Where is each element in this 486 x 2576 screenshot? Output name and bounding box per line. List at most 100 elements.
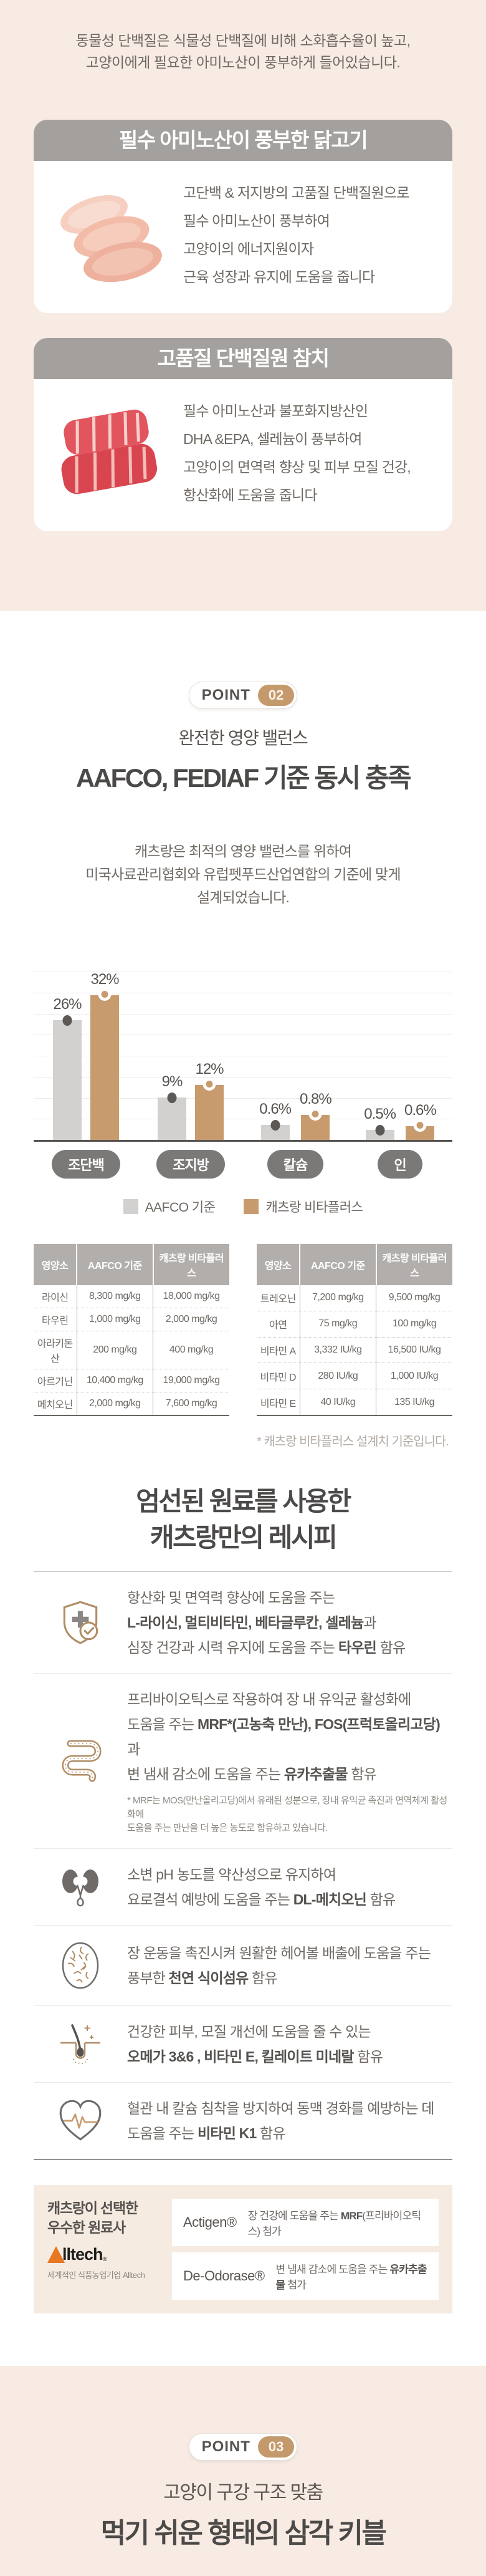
point03-badge-number: 03	[257, 2436, 295, 2458]
table-header-cell: 캐츠랑 비타플러스	[153, 1244, 229, 1285]
point02-subtitle: 완전한 영양 밸런스	[178, 728, 308, 748]
bar-value-label: 9%	[161, 1073, 183, 1090]
table-row: 영양소 AAFCO 기준 캐츠랑 비타플러스	[257, 1244, 452, 1285]
chart-bar-column: 26%	[53, 996, 82, 1140]
text: 장 운동을 촉진시켜 원활한 헤어볼 배출에 도움을 주는	[127, 1945, 431, 1961]
chart-category-row: 조단백 조지방 칼슘 인	[34, 1150, 452, 1179]
chart-category-pill: 조단백	[52, 1150, 120, 1179]
table-cell: 아르기닌	[34, 1369, 77, 1392]
table-cell: 비타민 D	[257, 1363, 300, 1390]
supplier-brand-name: Actigen®	[183, 2214, 237, 2230]
tuna-slices-image	[46, 397, 177, 509]
text: 심장 건강과 시력 유지에 도움을 주는	[127, 1639, 338, 1656]
text: 함유	[347, 1766, 377, 1782]
table-header-cell: 영양소	[34, 1244, 78, 1285]
text: 함유	[366, 1891, 396, 1908]
chart-bar-column: 32%	[90, 971, 120, 1140]
supplier-box: 캐츠랑이 선택한 우수한 원료사 lltech ® 세계적인 식품농업기업 Allt…	[34, 2185, 452, 2313]
card-tuna-title: 고품질 단백질원 참치	[34, 338, 452, 379]
feature-item: 장 운동을 촉진시켜 원활한 헤어볼 배출에 도움을 주는 풍부한 천연 식이섬유…	[34, 1926, 452, 2006]
chart-bar-column: 0.6%	[404, 1102, 437, 1140]
nutrition-bar-chart: 26% 32% 9% 12% 0.6% 0.8% 0.5% 0.6% 조단백 조지방 칼슘 인	[34, 971, 452, 1179]
emphasized-text: L-라이신, 멀티비타민, 베타글루칸, 셀레늄	[127, 1614, 364, 1631]
text: 풍부한	[127, 1970, 169, 1986]
table-cell: 1,000 mg/kg	[77, 1308, 154, 1331]
bar-value-label: 32%	[90, 971, 119, 988]
heart-ekg-icon	[34, 2096, 127, 2145]
text: 과	[127, 1741, 140, 1757]
chart-bar-group: 0.5% 0.6%	[348, 972, 452, 1140]
table-cell: 8,300 mg/kg	[77, 1285, 154, 1308]
card-tuna: 고품질 단백질원 참치 필수 아미노산과 불포화지방산인 DHA &EPA, 셀레…	[34, 338, 452, 531]
chart-category-pill: 인	[378, 1150, 422, 1179]
feature-item: 혈관 내 칼슘 침착을 방지하여 동맥 경화를 예방하는 데 도움을 주는 비타민…	[34, 2083, 452, 2159]
text-line: 동물성 단백질은 식물성 단백질에 비해 소화흡수율이 높고,	[75, 32, 411, 49]
chart-category-cell: 조지방	[138, 1150, 243, 1179]
supplier-brand-name: De-Odorase®	[183, 2268, 265, 2284]
card-chicken-title: 필수 아미노산이 풍부한 닭고기	[34, 120, 452, 161]
bar-value-label: 0.6%	[259, 1101, 292, 1117]
feature-text-line: L-라이신, 멀티비타민, 베타글루칸, 셀레늄과	[127, 1610, 405, 1635]
table-cell: 16,500 IU/kg	[376, 1337, 452, 1364]
table-cell: 18,000 mg/kg	[153, 1285, 229, 1308]
text: (프리바이오틱스) 첨가	[247, 2210, 421, 2237]
table-cell: 7,200 mg/kg	[300, 1285, 377, 1311]
table-cell: 아연	[257, 1311, 300, 1338]
table-cell: 비타민 E	[257, 1389, 300, 1416]
alltech-logo: lltech ®	[47, 2246, 158, 2263]
nutrient-table-right: 영양소 AAFCO 기준 캐츠랑 비타플러스 트레오닌 7,200 mg/kg 9,500…	[257, 1244, 452, 1416]
table-cell: 2,000 mg/kg	[77, 1392, 154, 1416]
chart-bar	[301, 1107, 330, 1140]
text: 장 건강에 도움을 주는	[247, 2210, 341, 2222]
feature-text-line: 항산화 및 면역력 향상에 도움을 주는	[127, 1585, 405, 1610]
table-row: 트레오닌 7,200 mg/kg 9,500 mg/kg	[257, 1285, 452, 1311]
text: 소변 pH 농도를 약산성으로 유지하여	[127, 1866, 336, 1883]
table-cell: 135 IU/kg	[394, 1396, 434, 1407]
chart-bar	[53, 1015, 82, 1140]
table-row: 라이신 8,300 mg/kg 18,000 mg/kg	[34, 1285, 229, 1308]
card-chicken: 필수 아미노산이 풍부한 닭고기 고단백 & 저지방의 고품질 단백질원으로 필수…	[34, 120, 452, 313]
text: 혈관 내 칼슘 침착을 방지하여 동맥 경화를 예방하는 데	[127, 2100, 434, 2116]
chart-bar	[158, 1093, 186, 1140]
point02-badge-row: POINT 02	[0, 611, 486, 709]
table-cell: 메치오닌	[34, 1392, 77, 1416]
point03-badge-label: POINT	[201, 2438, 250, 2455]
shield-check-icon	[34, 1599, 127, 1646]
bar-ring-marker	[413, 1119, 427, 1132]
emphasized-text: 유카추출물	[284, 1766, 348, 1782]
chart-bar	[260, 1120, 290, 1140]
text-line: 고양이의 면역력 향상 및 피부 모질 건강,	[183, 459, 411, 475]
feature-text-line: 혈관 내 칼슘 침착을 방지하여 동맥 경화를 예방하는 데	[127, 2096, 434, 2121]
table-row: 비타민 E 40 IU/kg 135 IU/kg	[257, 1389, 452, 1416]
bar-value-label: 0.8%	[300, 1091, 332, 1107]
kidneys-icon	[34, 1862, 127, 1912]
text-line: 우수한 원료사	[47, 2219, 126, 2236]
feature-text-line: 도움을 주는 MRF*(고농축 만난), FOS(프럭토올리고당) 과	[127, 1712, 452, 1762]
supplier-title: 캐츠랑이 선택한 우수한 원료사	[47, 2199, 158, 2237]
chart-bar	[406, 1119, 435, 1140]
table-cell: 아라키돈산	[34, 1331, 77, 1369]
intestine-icon	[34, 1736, 127, 1786]
chart-category-cell: 인	[348, 1150, 452, 1179]
nutrient-table-left: 영양소 AAFCO 기준 캐츠랑 비타플러스 라이신 8,300 mg/kg 18,000…	[34, 1244, 229, 1416]
supplier-description: 장 건강에 도움을 주는 MRF(프리바이오틱스) 첨가	[248, 2207, 427, 2238]
emphasized-text: MRF*(고농축 만난), FOS(프럭토올리고당)	[197, 1716, 441, 1732]
text: 항산화 및 면역력 향상에 도움을 주는	[127, 1589, 335, 1606]
chart-gridline	[34, 1076, 452, 1078]
chart-bar-column: 12%	[195, 1061, 224, 1140]
feature-text: 소변 pH 농도를 약산성으로 유지하여 요로결석 예방에 도움을 주는 DL-메…	[127, 1862, 396, 1912]
text-line: 고양이에게 필요한 아미노산이 풍부하게 들어있습니다.	[85, 54, 401, 70]
supplier-description: 변 냄새 감소에 도움을 주는 유카추출물 첨가	[276, 2260, 427, 2292]
table-header-cell: AAFCO 기준	[77, 1244, 154, 1285]
alltech-logo-text: lltech	[62, 2245, 103, 2264]
feature-text-line: 변 냄새 감소에 도움을 주는 유카추출물 함유	[127, 1762, 452, 1787]
supplier-left-column: 캐츠랑이 선택한 우수한 원료사 lltech ® 세계적인 식품농업기업 Allt…	[47, 2199, 158, 2280]
chart-bar-column: 0.6%	[259, 1101, 292, 1140]
table-cell: 400 mg/kg	[153, 1331, 229, 1369]
table-cell: 280 IU/kg	[300, 1363, 377, 1390]
divider-thick	[34, 2159, 452, 2160]
text: 요로결석 예방에 도움을 주는	[127, 1891, 293, 1908]
legend-label: 캐츠랑 비타플러스	[265, 1200, 363, 1215]
supplier-rows: Actigen® 장 건강에 도움을 주는 MRF(프리바이오틱스) 첨가 De-O…	[172, 2199, 439, 2300]
supplier-ingredient-row: Actigen® 장 건강에 도움을 주는 MRF(프리바이오틱스) 첨가	[172, 2199, 439, 2246]
